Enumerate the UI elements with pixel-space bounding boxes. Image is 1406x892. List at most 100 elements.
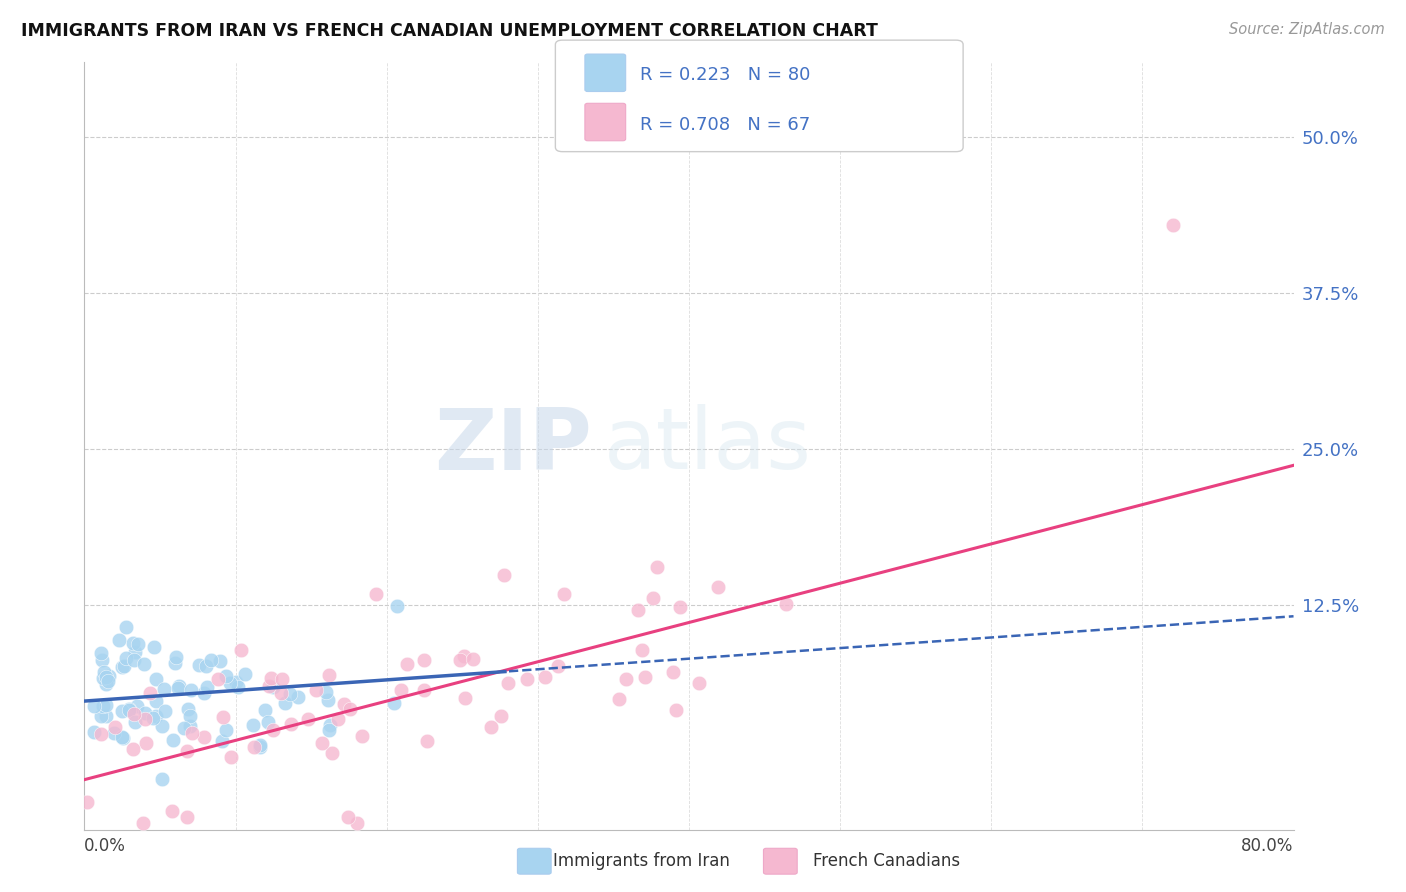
Point <box>121 742 143 756</box>
Point <box>534 670 557 684</box>
Point <box>166 681 188 695</box>
Point <box>634 670 657 684</box>
Point <box>135 736 157 750</box>
Point <box>212 709 235 723</box>
Point <box>145 709 167 723</box>
Point <box>122 706 145 721</box>
Point <box>496 676 519 690</box>
Point <box>181 726 204 740</box>
Point <box>311 736 333 750</box>
Point <box>305 683 328 698</box>
Point <box>83 724 105 739</box>
Point <box>226 680 249 694</box>
Point <box>165 650 187 665</box>
Point <box>134 712 156 726</box>
Point <box>389 683 412 698</box>
Point <box>211 734 233 748</box>
Point <box>117 702 139 716</box>
Point <box>280 716 302 731</box>
Point <box>489 709 512 723</box>
Point <box>326 712 349 726</box>
Point <box>253 703 276 717</box>
Point <box>516 672 538 686</box>
Point <box>111 731 134 745</box>
Point <box>614 672 637 686</box>
Text: IMMIGRANTS FROM IRAN VS FRENCH CANADIAN UNEMPLOYMENT CORRELATION CHART: IMMIGRANTS FROM IRAN VS FRENCH CANADIAN … <box>21 22 877 40</box>
Point <box>242 718 264 732</box>
Text: Source: ZipAtlas.com: Source: ZipAtlas.com <box>1229 22 1385 37</box>
Point <box>124 714 146 729</box>
Point <box>645 559 668 574</box>
Point <box>173 721 195 735</box>
Point <box>127 637 149 651</box>
Point <box>108 633 131 648</box>
Point <box>319 717 342 731</box>
Point <box>93 671 115 685</box>
Point <box>453 648 475 663</box>
Point <box>382 696 405 710</box>
Point <box>262 680 284 694</box>
Point <box>176 744 198 758</box>
Point <box>225 674 247 689</box>
Point <box>93 665 115 680</box>
Text: R = 0.708   N = 67: R = 0.708 N = 67 <box>640 116 810 134</box>
Point <box>142 640 165 654</box>
Point <box>97 668 120 682</box>
Point <box>90 709 112 723</box>
Point <box>188 657 211 672</box>
Point <box>112 731 135 745</box>
Point <box>176 809 198 823</box>
Point <box>145 672 167 686</box>
Point <box>145 694 167 708</box>
Point <box>142 711 165 725</box>
Point <box>209 654 232 668</box>
Point <box>337 810 360 824</box>
Text: 0.0%: 0.0% <box>84 837 127 855</box>
Point <box>249 740 271 755</box>
Point <box>453 691 475 706</box>
Point <box>332 698 354 712</box>
Point <box>547 659 569 673</box>
Point <box>112 658 135 673</box>
Point <box>318 668 340 682</box>
Point <box>163 656 186 670</box>
Point <box>352 730 374 744</box>
Point <box>631 643 654 657</box>
Point <box>315 685 337 699</box>
Point <box>160 804 183 818</box>
Point <box>233 667 256 681</box>
Point <box>259 680 281 694</box>
Text: ZIP: ZIP <box>434 404 592 488</box>
Text: R = 0.223   N = 80: R = 0.223 N = 80 <box>640 66 810 85</box>
Point <box>134 657 156 672</box>
Point <box>318 723 340 737</box>
Point <box>256 714 278 729</box>
Point <box>207 673 229 687</box>
Point <box>219 676 242 690</box>
Point <box>346 816 368 830</box>
Point <box>115 651 138 665</box>
Point <box>479 720 502 734</box>
Point <box>242 739 264 754</box>
Point <box>665 703 688 717</box>
Point <box>229 642 252 657</box>
Point <box>249 738 271 752</box>
Point <box>104 720 127 734</box>
Point <box>274 697 297 711</box>
Point <box>270 686 292 700</box>
Point <box>316 692 339 706</box>
Point <box>707 580 730 594</box>
Point <box>103 726 125 740</box>
Text: French Canadians: French Canadians <box>813 852 960 870</box>
Point <box>153 704 176 718</box>
Point <box>83 698 105 713</box>
Point <box>321 746 343 760</box>
Point <box>94 670 117 684</box>
Point <box>111 705 134 719</box>
Point <box>150 772 173 786</box>
Point <box>180 683 202 698</box>
Point <box>90 727 112 741</box>
Point <box>494 567 516 582</box>
Point <box>413 682 436 697</box>
Point <box>134 706 156 721</box>
